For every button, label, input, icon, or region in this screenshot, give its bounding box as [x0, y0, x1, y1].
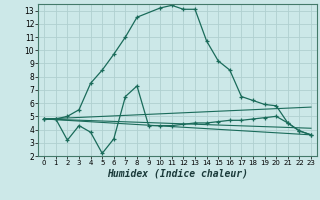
X-axis label: Humidex (Indice chaleur): Humidex (Indice chaleur)	[107, 169, 248, 179]
